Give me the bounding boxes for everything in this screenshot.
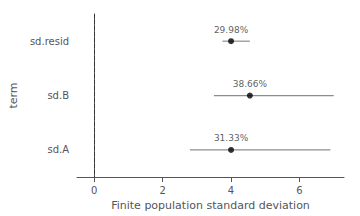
svg-text:4: 4 <box>228 185 234 196</box>
svg-text:6: 6 <box>296 185 302 196</box>
svg-text:Finite population standard dev: Finite population standard deviation <box>111 199 310 212</box>
svg-text:29.98%: 29.98% <box>214 25 249 35</box>
svg-text:38.66%: 38.66% <box>233 79 268 89</box>
svg-text:term: term <box>7 82 20 108</box>
svg-text:sd.resid: sd.resid <box>30 36 69 47</box>
svg-text:sd.A: sd.A <box>47 144 69 155</box>
svg-text:0: 0 <box>91 185 97 196</box>
svg-text:2: 2 <box>159 185 165 196</box>
svg-text:sd.B: sd.B <box>47 90 69 101</box>
svg-text:31.33%: 31.33% <box>214 133 249 143</box>
